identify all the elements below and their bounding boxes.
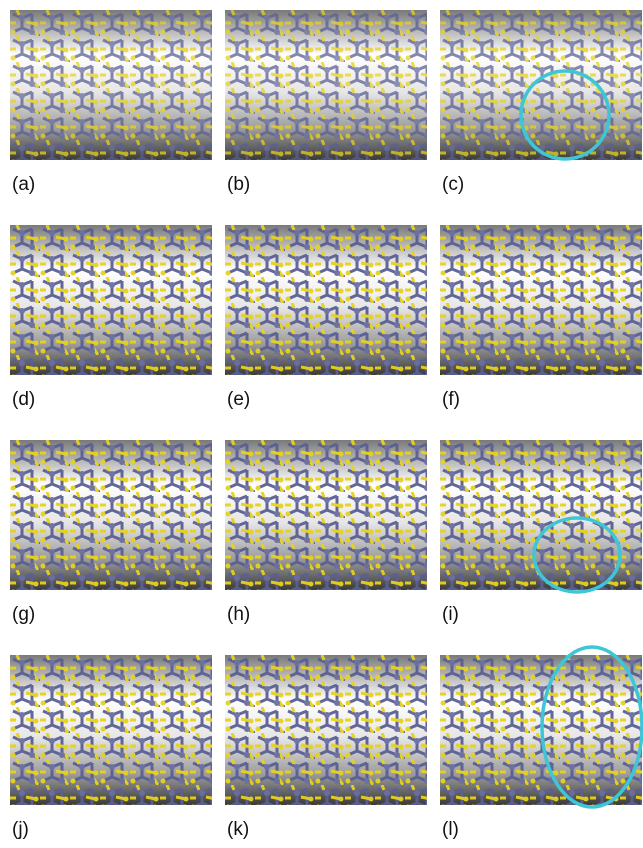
panel: (l) [440,647,642,840]
panel-label: (l) [442,819,459,840]
panel-label: (i) [442,604,459,625]
panel: (b) [225,10,427,195]
panel-label: (k) [227,819,249,840]
lattice [10,10,212,160]
panel-label: (d) [12,389,35,410]
panel: (g) [10,440,212,625]
lattice [440,440,642,590]
panel: (a) [10,10,212,195]
lattice [225,655,427,805]
panel: (e) [225,225,427,410]
panel-label: (g) [12,604,35,625]
panel: (d) [10,225,212,410]
lattice [225,440,427,590]
panel-label: (c) [442,174,464,195]
lattice [225,10,427,160]
lattice [440,225,642,375]
panel: (k) [225,655,427,840]
panel-label: (a) [12,174,35,195]
panel-label: (j) [12,819,29,840]
panel: (i) [440,440,642,625]
panel: (j) [10,655,212,840]
panel: (c) [440,10,642,195]
lattice [10,225,212,375]
panel-label: (f) [442,389,460,410]
lattice [10,655,212,805]
panel-label: (e) [227,389,250,410]
lattice [440,10,642,160]
lattice [10,440,212,590]
lattice [225,225,427,375]
panel-label: (h) [227,604,250,625]
figure: (a) (b) (c) (d) (e) (f) (g) (h) (i) (j) (k) (l) [0,0,643,848]
panel: (h) [225,440,427,625]
panel-label: (b) [227,174,250,195]
panel: (f) [440,225,642,410]
